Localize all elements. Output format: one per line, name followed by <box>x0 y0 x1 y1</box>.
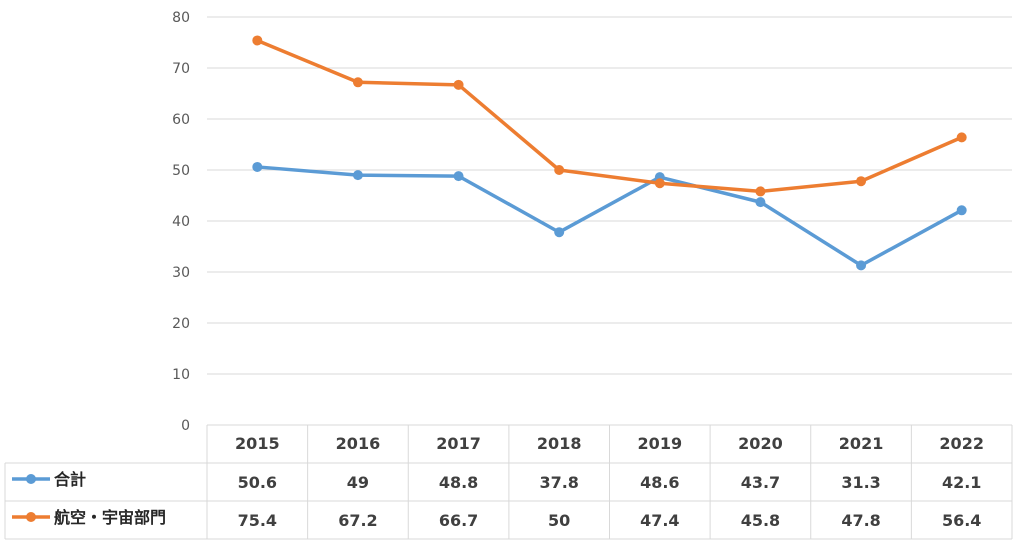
data-label: 66.7 <box>439 511 478 530</box>
data-label: 75.4 <box>238 511 277 530</box>
data-label: 67.2 <box>338 511 377 530</box>
x-tick-label: 2021 <box>839 434 884 453</box>
data-label: 50 <box>548 511 570 530</box>
data-point <box>956 132 967 143</box>
data-label: 47.8 <box>841 511 880 530</box>
data-label: 50.6 <box>238 473 277 492</box>
data-label: 42.1 <box>942 473 981 492</box>
data-label: 49 <box>347 473 369 492</box>
data-label: 37.8 <box>539 473 578 492</box>
y-tick-label: 80 <box>172 10 190 26</box>
data-point <box>755 186 766 197</box>
x-tick-label: 2015 <box>235 434 280 453</box>
legend-key-marker <box>26 474 36 484</box>
data-label: 48.8 <box>439 473 478 492</box>
y-tick-label: 30 <box>172 265 190 281</box>
legend-key-marker <box>26 512 36 522</box>
x-tick-label: 2020 <box>738 434 783 453</box>
series-name: 航空・宇宙部門 <box>54 508 166 527</box>
x-tick-label: 2016 <box>336 434 381 453</box>
y-tick-label: 60 <box>172 112 190 128</box>
y-tick-label: 50 <box>172 163 190 179</box>
data-point <box>956 205 967 216</box>
series-name: 合計 <box>54 470 86 489</box>
x-tick-label: 2019 <box>638 434 683 453</box>
data-label: 47.4 <box>640 511 679 530</box>
x-tick-label: 2017 <box>436 434 481 453</box>
data-point <box>554 227 565 238</box>
data-point <box>252 35 263 46</box>
series-1 <box>252 161 967 271</box>
series-line <box>255 38 964 194</box>
y-tick-label: 0 <box>181 418 190 434</box>
series-2 <box>252 35 967 197</box>
y-axis-ticks: 0 10 20 30 40 50 60 70 80 <box>172 10 190 434</box>
data-point <box>453 171 464 182</box>
data-point <box>453 79 464 90</box>
y-tick-label: 10 <box>172 367 190 383</box>
data-label: 31.3 <box>841 473 880 492</box>
data-label: 45.8 <box>741 511 780 530</box>
y-tick-label: 40 <box>172 214 190 230</box>
data-point <box>352 170 363 181</box>
data-point <box>352 77 363 88</box>
data-point <box>252 161 263 172</box>
gridlines <box>207 16 1012 375</box>
data-label: 43.7 <box>741 473 780 492</box>
series-line <box>255 165 964 268</box>
data-point <box>755 197 766 208</box>
x-tick-label: 2018 <box>537 434 582 453</box>
data-point <box>554 165 565 175</box>
data-point <box>654 178 665 189</box>
data-table: 2015 2016 2017 2018 2019 2020 2021 2022 合計 50.6 49… <box>4 424 1013 540</box>
series-lines <box>252 35 967 271</box>
data-label: 56.4 <box>942 511 981 530</box>
data-label: 48.6 <box>640 473 679 492</box>
y-tick-label: 20 <box>172 316 190 332</box>
x-tick-label: 2022 <box>939 434 984 453</box>
y-tick-label: 70 <box>172 61 190 77</box>
data-point <box>856 260 867 271</box>
data-point <box>856 176 867 187</box>
